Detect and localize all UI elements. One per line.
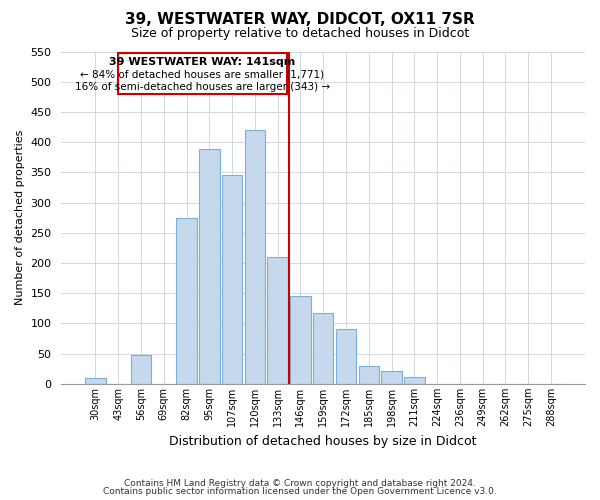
Bar <box>199 150 220 384</box>
Bar <box>313 312 334 384</box>
Text: Size of property relative to detached houses in Didcot: Size of property relative to detached ho… <box>131 28 469 40</box>
Bar <box>176 218 197 384</box>
Bar <box>85 378 106 384</box>
Bar <box>404 376 425 384</box>
Text: Contains public sector information licensed under the Open Government Licence v3: Contains public sector information licen… <box>103 487 497 496</box>
Bar <box>381 370 402 384</box>
X-axis label: Distribution of detached houses by size in Didcot: Distribution of detached houses by size … <box>169 434 477 448</box>
Bar <box>245 130 265 384</box>
Text: Contains HM Land Registry data © Crown copyright and database right 2024.: Contains HM Land Registry data © Crown c… <box>124 478 476 488</box>
Text: 39, WESTWATER WAY, DIDCOT, OX11 7SR: 39, WESTWATER WAY, DIDCOT, OX11 7SR <box>125 12 475 28</box>
Text: 16% of semi-detached houses are larger (343) →: 16% of semi-detached houses are larger (… <box>75 82 330 92</box>
Y-axis label: Number of detached properties: Number of detached properties <box>15 130 25 306</box>
Bar <box>336 329 356 384</box>
Text: ← 84% of detached houses are smaller (1,771): ← 84% of detached houses are smaller (1,… <box>80 70 325 80</box>
Bar <box>118 52 287 94</box>
Text: 39 WESTWATER WAY: 141sqm: 39 WESTWATER WAY: 141sqm <box>109 57 296 67</box>
Bar <box>268 257 288 384</box>
Bar <box>222 176 242 384</box>
Bar <box>131 355 151 384</box>
Bar <box>290 296 311 384</box>
Bar <box>359 366 379 384</box>
